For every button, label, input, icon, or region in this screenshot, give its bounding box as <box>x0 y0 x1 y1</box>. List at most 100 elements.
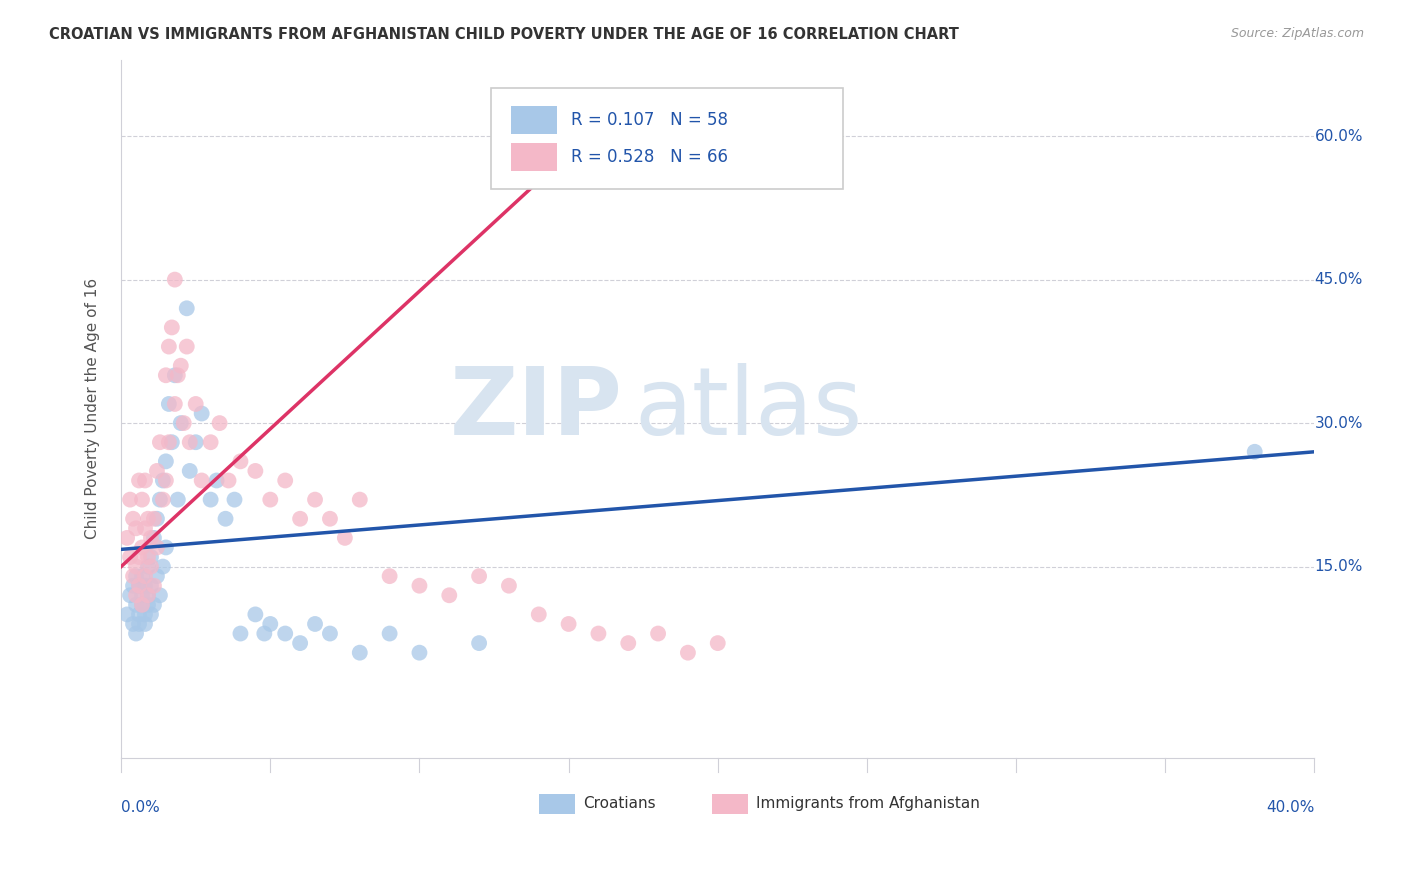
Point <box>149 435 172 450</box>
Point <box>274 626 297 640</box>
Point <box>136 598 159 612</box>
Point <box>253 626 276 640</box>
FancyBboxPatch shape <box>512 144 557 171</box>
Point <box>259 492 281 507</box>
Text: ZIP: ZIP <box>450 363 623 455</box>
Point <box>131 598 153 612</box>
Point <box>288 512 311 526</box>
Text: 0.0%: 0.0% <box>121 799 160 814</box>
Point <box>122 617 145 632</box>
Point <box>190 407 212 421</box>
Point <box>142 531 165 545</box>
Text: 40.0%: 40.0% <box>1265 799 1315 814</box>
Point <box>128 579 150 593</box>
Point <box>349 492 371 507</box>
Point <box>125 569 148 583</box>
Point <box>122 579 145 593</box>
Point <box>184 397 207 411</box>
Point <box>155 368 177 383</box>
Y-axis label: Child Poverty Under the Age of 16: Child Poverty Under the Age of 16 <box>86 278 100 540</box>
FancyBboxPatch shape <box>538 794 575 814</box>
Point <box>498 579 520 593</box>
Point <box>134 617 156 632</box>
Point <box>468 636 491 650</box>
Point <box>163 272 186 286</box>
Point <box>218 474 240 488</box>
Point <box>245 607 267 622</box>
Point <box>157 397 180 411</box>
Point <box>136 512 159 526</box>
Point <box>170 416 193 430</box>
Point <box>333 531 356 545</box>
Point <box>131 569 153 583</box>
FancyBboxPatch shape <box>512 106 557 135</box>
Text: R = 0.528   N = 66: R = 0.528 N = 66 <box>571 148 728 167</box>
Point <box>319 626 342 640</box>
Text: Immigrants from Afghanistan: Immigrants from Afghanistan <box>756 797 980 812</box>
Point <box>125 521 148 535</box>
Point <box>120 549 142 564</box>
Point <box>163 397 186 411</box>
Point <box>131 541 153 555</box>
Point <box>304 617 326 632</box>
Point <box>134 474 156 488</box>
Point <box>1243 444 1265 458</box>
Text: 15.0%: 15.0% <box>1315 559 1362 574</box>
Point <box>115 607 138 622</box>
Text: R = 0.107   N = 58: R = 0.107 N = 58 <box>571 112 728 129</box>
Point <box>408 579 430 593</box>
Point <box>274 474 297 488</box>
Point <box>134 521 156 535</box>
Point <box>128 474 150 488</box>
Point <box>134 607 156 622</box>
Point <box>319 512 342 526</box>
Point <box>208 416 231 430</box>
Point <box>139 531 162 545</box>
Point <box>439 588 461 602</box>
Point <box>160 435 183 450</box>
Point <box>166 492 188 507</box>
Point <box>229 626 252 640</box>
Point <box>155 454 177 468</box>
Point <box>214 512 236 526</box>
Text: atlas: atlas <box>634 363 862 455</box>
Point <box>468 569 491 583</box>
Text: Croatians: Croatians <box>583 797 655 812</box>
Point <box>146 541 169 555</box>
Point <box>136 588 159 602</box>
Point <box>146 512 169 526</box>
Point <box>408 646 430 660</box>
Point <box>125 588 148 602</box>
Point <box>617 636 640 650</box>
Point <box>259 617 281 632</box>
Point <box>173 416 195 430</box>
Point <box>149 492 172 507</box>
Point <box>155 541 177 555</box>
Point <box>131 492 153 507</box>
Point <box>176 340 198 354</box>
Point <box>160 320 183 334</box>
Point <box>142 579 165 593</box>
Point <box>120 492 142 507</box>
Point <box>157 435 180 450</box>
Point <box>245 464 267 478</box>
Text: 60.0%: 60.0% <box>1315 128 1362 144</box>
Point <box>200 492 222 507</box>
Point <box>128 617 150 632</box>
Point <box>378 569 401 583</box>
Text: CROATIAN VS IMMIGRANTS FROM AFGHANISTAN CHILD POVERTY UNDER THE AGE OF 16 CORREL: CROATIAN VS IMMIGRANTS FROM AFGHANISTAN … <box>49 27 959 42</box>
Point <box>134 569 156 583</box>
Point <box>125 626 148 640</box>
Text: Source: ZipAtlas.com: Source: ZipAtlas.com <box>1230 27 1364 40</box>
Point <box>157 340 180 354</box>
Point <box>163 368 186 383</box>
Point <box>134 579 156 593</box>
Point <box>139 549 162 564</box>
Point <box>128 549 150 564</box>
FancyBboxPatch shape <box>711 794 748 814</box>
Point <box>527 607 550 622</box>
Point <box>676 646 699 660</box>
Point <box>706 636 728 650</box>
Point <box>184 435 207 450</box>
Point <box>179 464 201 478</box>
